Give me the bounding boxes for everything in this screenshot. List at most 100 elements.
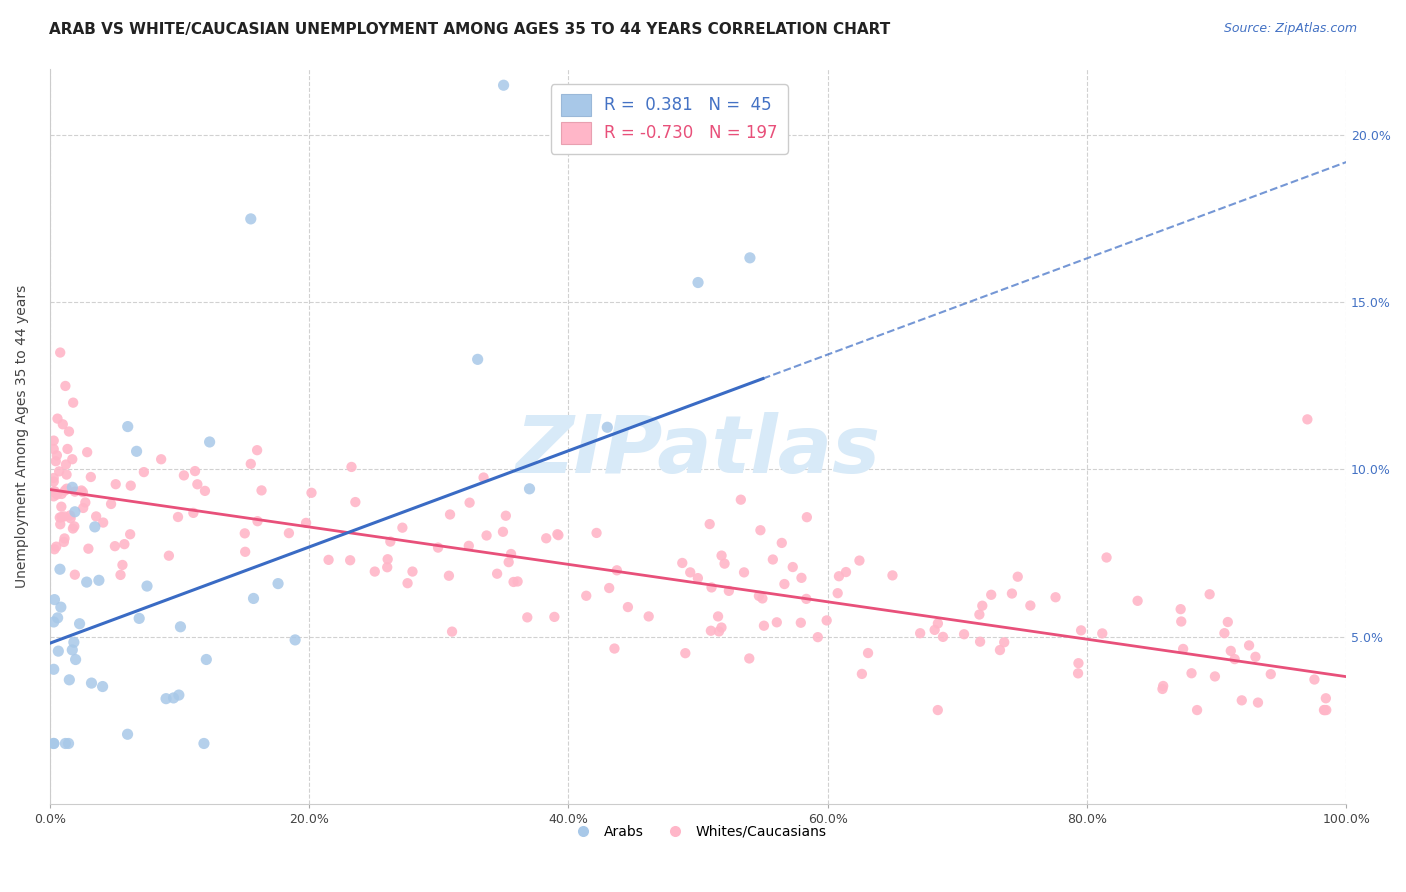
Point	[499, 547, 522, 561]
Point	[637, 609, 659, 624]
Point	[45, 448, 67, 462]
Point	[980, 588, 1002, 602]
Point	[993, 635, 1015, 649]
Point	[953, 627, 976, 641]
Point	[1315, 703, 1337, 717]
Point	[55, 467, 77, 482]
Point	[117, 419, 139, 434]
Point	[49, 510, 72, 524]
Y-axis label: Unemployment Among Ages 35 to 44 years: Unemployment Among Ages 35 to 44 years	[15, 285, 30, 588]
Legend: Arabs, Whites/Caucasians: Arabs, Whites/Caucasians	[564, 820, 832, 845]
Point	[46, 487, 69, 501]
Point	[87, 574, 110, 588]
Point	[53, 532, 76, 546]
Point	[63, 505, 86, 519]
Point	[924, 623, 946, 637]
Point	[76, 445, 98, 459]
Point	[1237, 639, 1260, 653]
Point	[52, 535, 75, 549]
Point	[45, 454, 67, 468]
Point	[62, 395, 84, 409]
Point	[48, 464, 70, 478]
Point	[246, 443, 269, 458]
Point	[42, 442, 65, 456]
Point	[492, 524, 515, 539]
Point	[815, 614, 838, 628]
Point	[44, 484, 66, 499]
Point	[53, 736, 76, 750]
Point	[339, 553, 361, 567]
Point	[250, 483, 273, 498]
Point	[752, 618, 775, 632]
Point	[738, 651, 761, 665]
Point	[169, 620, 191, 634]
Point	[782, 560, 804, 574]
Point	[794, 591, 817, 606]
Point	[773, 577, 796, 591]
Point	[60, 643, 83, 657]
Point	[717, 583, 740, 598]
Point	[125, 444, 148, 458]
Point	[162, 690, 184, 705]
Point	[1313, 703, 1336, 717]
Point	[46, 611, 69, 625]
Point	[1219, 644, 1241, 658]
Point	[184, 464, 207, 478]
Point	[498, 555, 520, 569]
Point	[738, 251, 761, 265]
Point	[457, 539, 479, 553]
Point	[242, 591, 264, 606]
Point	[76, 575, 98, 590]
Point	[56, 442, 79, 456]
Point	[972, 599, 994, 613]
Point	[1260, 667, 1282, 681]
Point	[543, 610, 565, 624]
Point	[340, 459, 363, 474]
Point	[1070, 624, 1092, 638]
Point	[519, 482, 541, 496]
Point	[1230, 693, 1253, 707]
Point	[72, 500, 94, 515]
Point	[49, 345, 72, 359]
Point	[751, 591, 773, 606]
Point	[827, 586, 849, 600]
Point	[77, 541, 100, 556]
Point	[46, 411, 69, 425]
Point	[796, 510, 818, 524]
Point	[686, 571, 709, 585]
Point	[686, 276, 709, 290]
Point	[277, 526, 299, 541]
Point	[441, 624, 464, 639]
Point	[707, 624, 730, 639]
Point	[882, 568, 904, 582]
Point	[748, 589, 770, 603]
Point	[1171, 642, 1194, 657]
Point	[733, 566, 755, 580]
Point	[679, 566, 702, 580]
Point	[1180, 666, 1202, 681]
Point	[671, 556, 693, 570]
Point	[132, 465, 155, 479]
Point	[472, 470, 495, 484]
Point	[988, 643, 1011, 657]
Point	[233, 526, 256, 541]
Point	[128, 611, 150, 625]
Point	[458, 496, 481, 510]
Point	[110, 568, 132, 582]
Point	[198, 434, 221, 449]
Point	[467, 352, 489, 367]
Point	[534, 531, 557, 545]
Point	[75, 495, 97, 509]
Point	[42, 736, 65, 750]
Point	[44, 542, 66, 557]
Point	[1152, 679, 1174, 693]
Point	[42, 484, 65, 499]
Point	[598, 581, 620, 595]
Point	[364, 565, 387, 579]
Point	[112, 537, 135, 551]
Point	[246, 514, 269, 528]
Point	[55, 482, 77, 496]
Point	[969, 634, 991, 648]
Point	[585, 525, 607, 540]
Point	[42, 484, 65, 499]
